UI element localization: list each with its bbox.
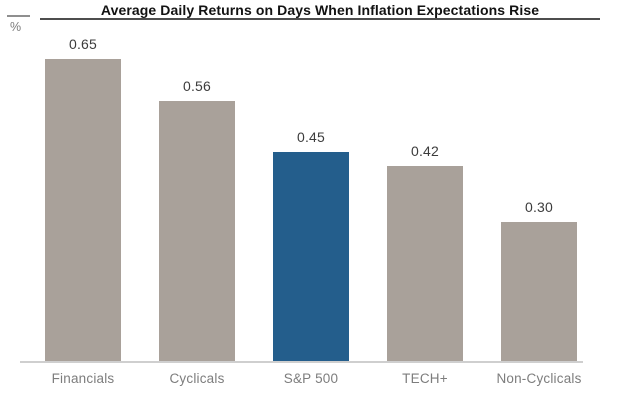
bar-cyclicals (159, 101, 235, 361)
chart-title: Average Daily Returns on Days When Infla… (100, 2, 540, 18)
bar-column-sp500: 0.45 (254, 0, 368, 361)
value-label: 0.56 (182, 78, 212, 94)
y-axis-unit-label: % (10, 20, 22, 34)
value-label: 0.65 (68, 36, 98, 52)
bar-column-financials: 0.65 (26, 0, 140, 361)
bar-noncyclicals (501, 222, 577, 361)
value-label: 0.42 (410, 143, 440, 159)
category-label-tech: TECH+ (402, 371, 448, 386)
plot-area: 0.65 0.56 0.45 0.42 0.30 (26, 0, 596, 361)
bar-column-noncyclicals: 0.30 (482, 0, 596, 361)
bar-sp500-highlighted (273, 152, 349, 361)
category-label-noncyclicals: Non-Cyclicals (496, 371, 582, 386)
category-axis: Financials Cyclicals S&P 500 TECH+ Non-C… (26, 371, 596, 386)
bar-column-cyclicals: 0.56 (140, 0, 254, 361)
x-axis-baseline (20, 361, 583, 363)
bar-financials (45, 59, 121, 361)
category-label-financials: Financials (51, 371, 115, 386)
bar-tech (387, 166, 463, 361)
category-label-sp500: S&P 500 (283, 371, 339, 386)
value-label: 0.45 (296, 129, 326, 145)
title-underline-rule (40, 18, 600, 20)
value-label: 0.30 (524, 199, 554, 215)
unit-label-dash (7, 15, 30, 17)
category-label-cyclicals: Cyclicals (169, 371, 225, 386)
bar-column-tech: 0.42 (368, 0, 482, 361)
